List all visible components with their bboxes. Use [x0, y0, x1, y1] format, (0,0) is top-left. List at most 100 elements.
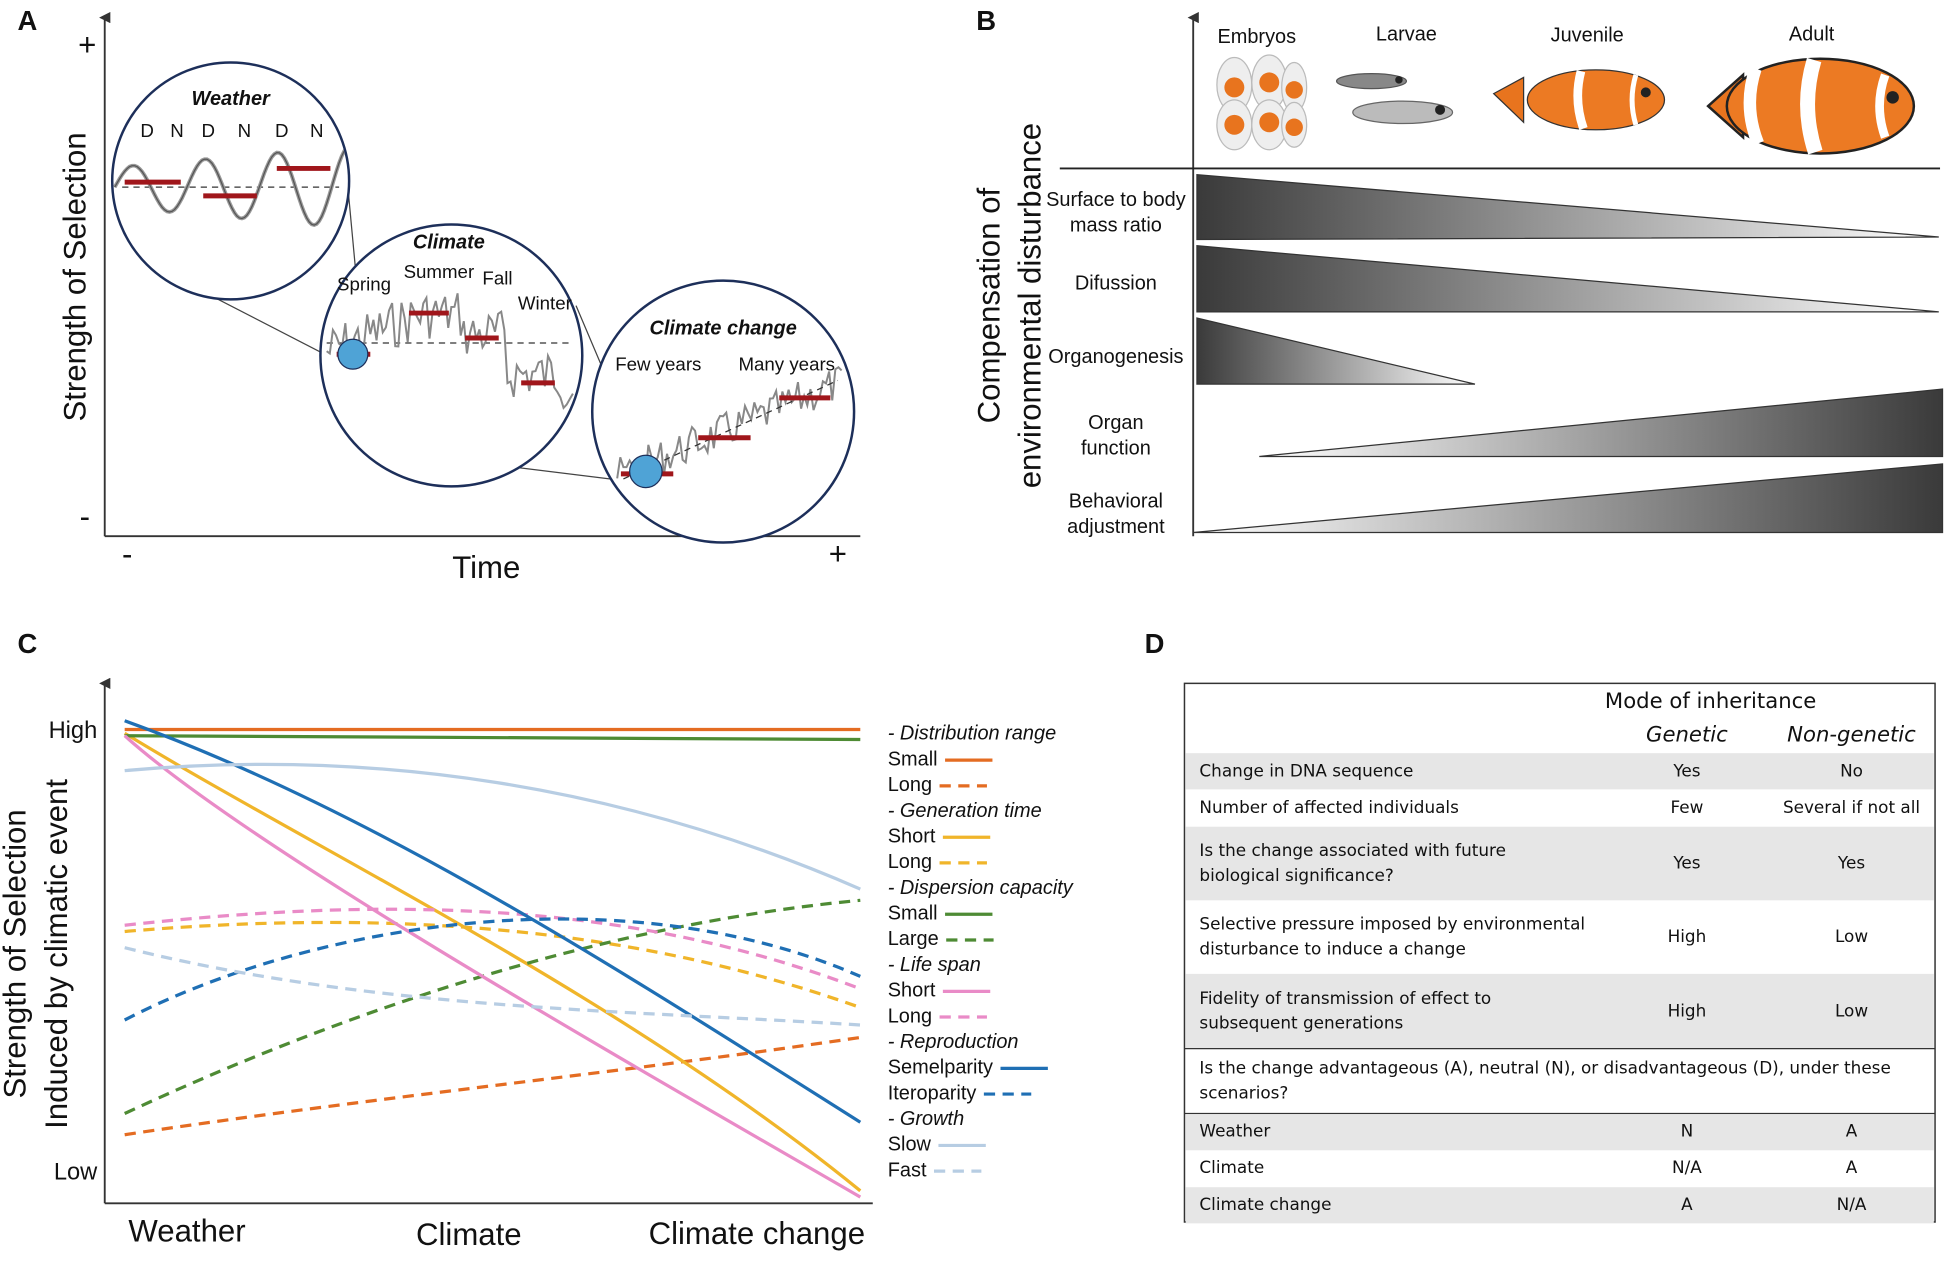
row-shade [1185, 1187, 1934, 1224]
cell: Low [1835, 926, 1868, 946]
cell: Few [1670, 797, 1703, 817]
column-header: Non-genetic [1787, 722, 1916, 747]
season: Spring [337, 274, 391, 295]
row-shade [1185, 973, 1934, 1049]
stage: Embryos [1217, 26, 1296, 48]
legend-label: Long [888, 1005, 932, 1027]
season: Summer [404, 261, 475, 282]
row-label: Fidelity of transmission of effect to [1199, 988, 1491, 1008]
legend-label: Long [888, 774, 932, 796]
day-night: N [238, 120, 252, 141]
row-label: Change in DNA sequence [1199, 760, 1413, 780]
cell: A [1846, 1121, 1858, 1141]
legend-label: Slow [888, 1134, 932, 1156]
curve [123, 917, 861, 1022]
stage: Larvae [1376, 23, 1437, 45]
wave [114, 145, 348, 226]
y-axis-label: environmental disturbance [1013, 123, 1048, 488]
panel-label: B [976, 5, 996, 36]
panel-label: D [1145, 628, 1165, 659]
cell: N [1681, 1121, 1694, 1141]
curve [124, 734, 861, 742]
x-axis-label: Time [452, 550, 520, 585]
curve [124, 1035, 861, 1137]
panel-label: A [17, 5, 37, 36]
row-label: Number of affected individuals [1199, 797, 1458, 817]
cell: No [1840, 760, 1863, 780]
legend-label: Short [888, 825, 936, 847]
period: Few years [615, 353, 701, 374]
x-category: Climate [416, 1217, 522, 1252]
axis-end: - [80, 499, 90, 534]
cell: Several if not all [1783, 797, 1920, 817]
panel-b: B Compensation of environmental disturba… [971, 5, 1944, 538]
legend-group: - Dispersion capacity [888, 877, 1074, 899]
y-axis-label: Strength of Selection [0, 809, 33, 1098]
curve [124, 946, 861, 1027]
inset-title: Climate [413, 232, 485, 254]
inset-title: Weather [192, 88, 272, 110]
axis-end: - [122, 536, 132, 571]
legend-label: Large [888, 928, 939, 950]
table: Mode of inheritance Genetic Non-genetic Cha… [1183, 682, 1936, 1224]
day-night: D [201, 120, 215, 141]
legend-group: - Generation time [888, 800, 1042, 822]
row-label: mass ratio [1070, 214, 1162, 236]
y-axis-label: Compensation of [971, 187, 1006, 423]
legend: - Distribution range Small Long - Generatio… [888, 723, 1074, 1182]
embryos [1216, 54, 1308, 151]
x-category: Climate change [649, 1216, 865, 1251]
row-label: Is the change associated with future [1199, 840, 1506, 860]
cell: High [1668, 1000, 1707, 1020]
y-axis-label: Strength of Selection [58, 132, 93, 421]
season: Winter [518, 292, 572, 313]
curve [124, 907, 861, 991]
table-title: Mode of inheritance [1605, 688, 1816, 713]
y-axis-label: Induced by climatic event [39, 779, 74, 1129]
legend-group: - Reproduction [888, 1031, 1019, 1053]
row-label: Surface to body [1046, 189, 1186, 211]
legend-label: Fast [888, 1159, 927, 1181]
curves [123, 719, 862, 1199]
season: Fall [482, 267, 512, 288]
scenario-label: Weather [1199, 1121, 1270, 1141]
period: Many years [738, 353, 835, 374]
legend-label: Iteroparity [888, 1082, 977, 1104]
panel-d: D Mode of inheritance Genetic Non-genetic C… [1145, 628, 1936, 1224]
cell: N/A [1837, 1194, 1867, 1214]
climate-inset [319, 223, 584, 488]
inset-title: Climate change [649, 318, 796, 340]
curve [124, 920, 861, 1010]
cell: High [1668, 926, 1707, 946]
cell: A [1846, 1157, 1858, 1177]
row-shade [1185, 826, 1934, 901]
day-night: N [310, 120, 324, 141]
row-label: Selective pressure imposed by environmen… [1199, 914, 1585, 934]
curve [123, 898, 861, 1115]
row-shade [1185, 753, 1934, 790]
legend-label: Short [888, 980, 936, 1002]
row-labels: Surface to body mass ratio Difussion Organo… [1046, 189, 1186, 538]
row-label: adjustment [1067, 516, 1165, 538]
question: Is the change advantageous (A), neutral … [1199, 1058, 1890, 1078]
row-label: Organogenesis [1048, 346, 1183, 368]
curve [123, 731, 862, 1193]
x-category: Weather [128, 1213, 245, 1248]
cell: N/A [1672, 1157, 1702, 1177]
legend-label: Semelparity [888, 1057, 993, 1079]
adult [1706, 57, 1916, 155]
gradient-triangles [1193, 173, 1944, 534]
legend-label: Small [888, 748, 938, 770]
wave [326, 293, 574, 410]
scenario-label: Climate change [1199, 1194, 1331, 1214]
cell: Yes [1837, 853, 1865, 873]
question: scenarios? [1199, 1083, 1288, 1103]
scenario-label: Climate [1199, 1157, 1264, 1177]
globe [629, 454, 663, 489]
cell: Yes [1672, 760, 1700, 780]
panel-label: C [17, 628, 37, 659]
day-night: N [170, 120, 184, 141]
legend-group: - Growth [888, 1108, 964, 1130]
